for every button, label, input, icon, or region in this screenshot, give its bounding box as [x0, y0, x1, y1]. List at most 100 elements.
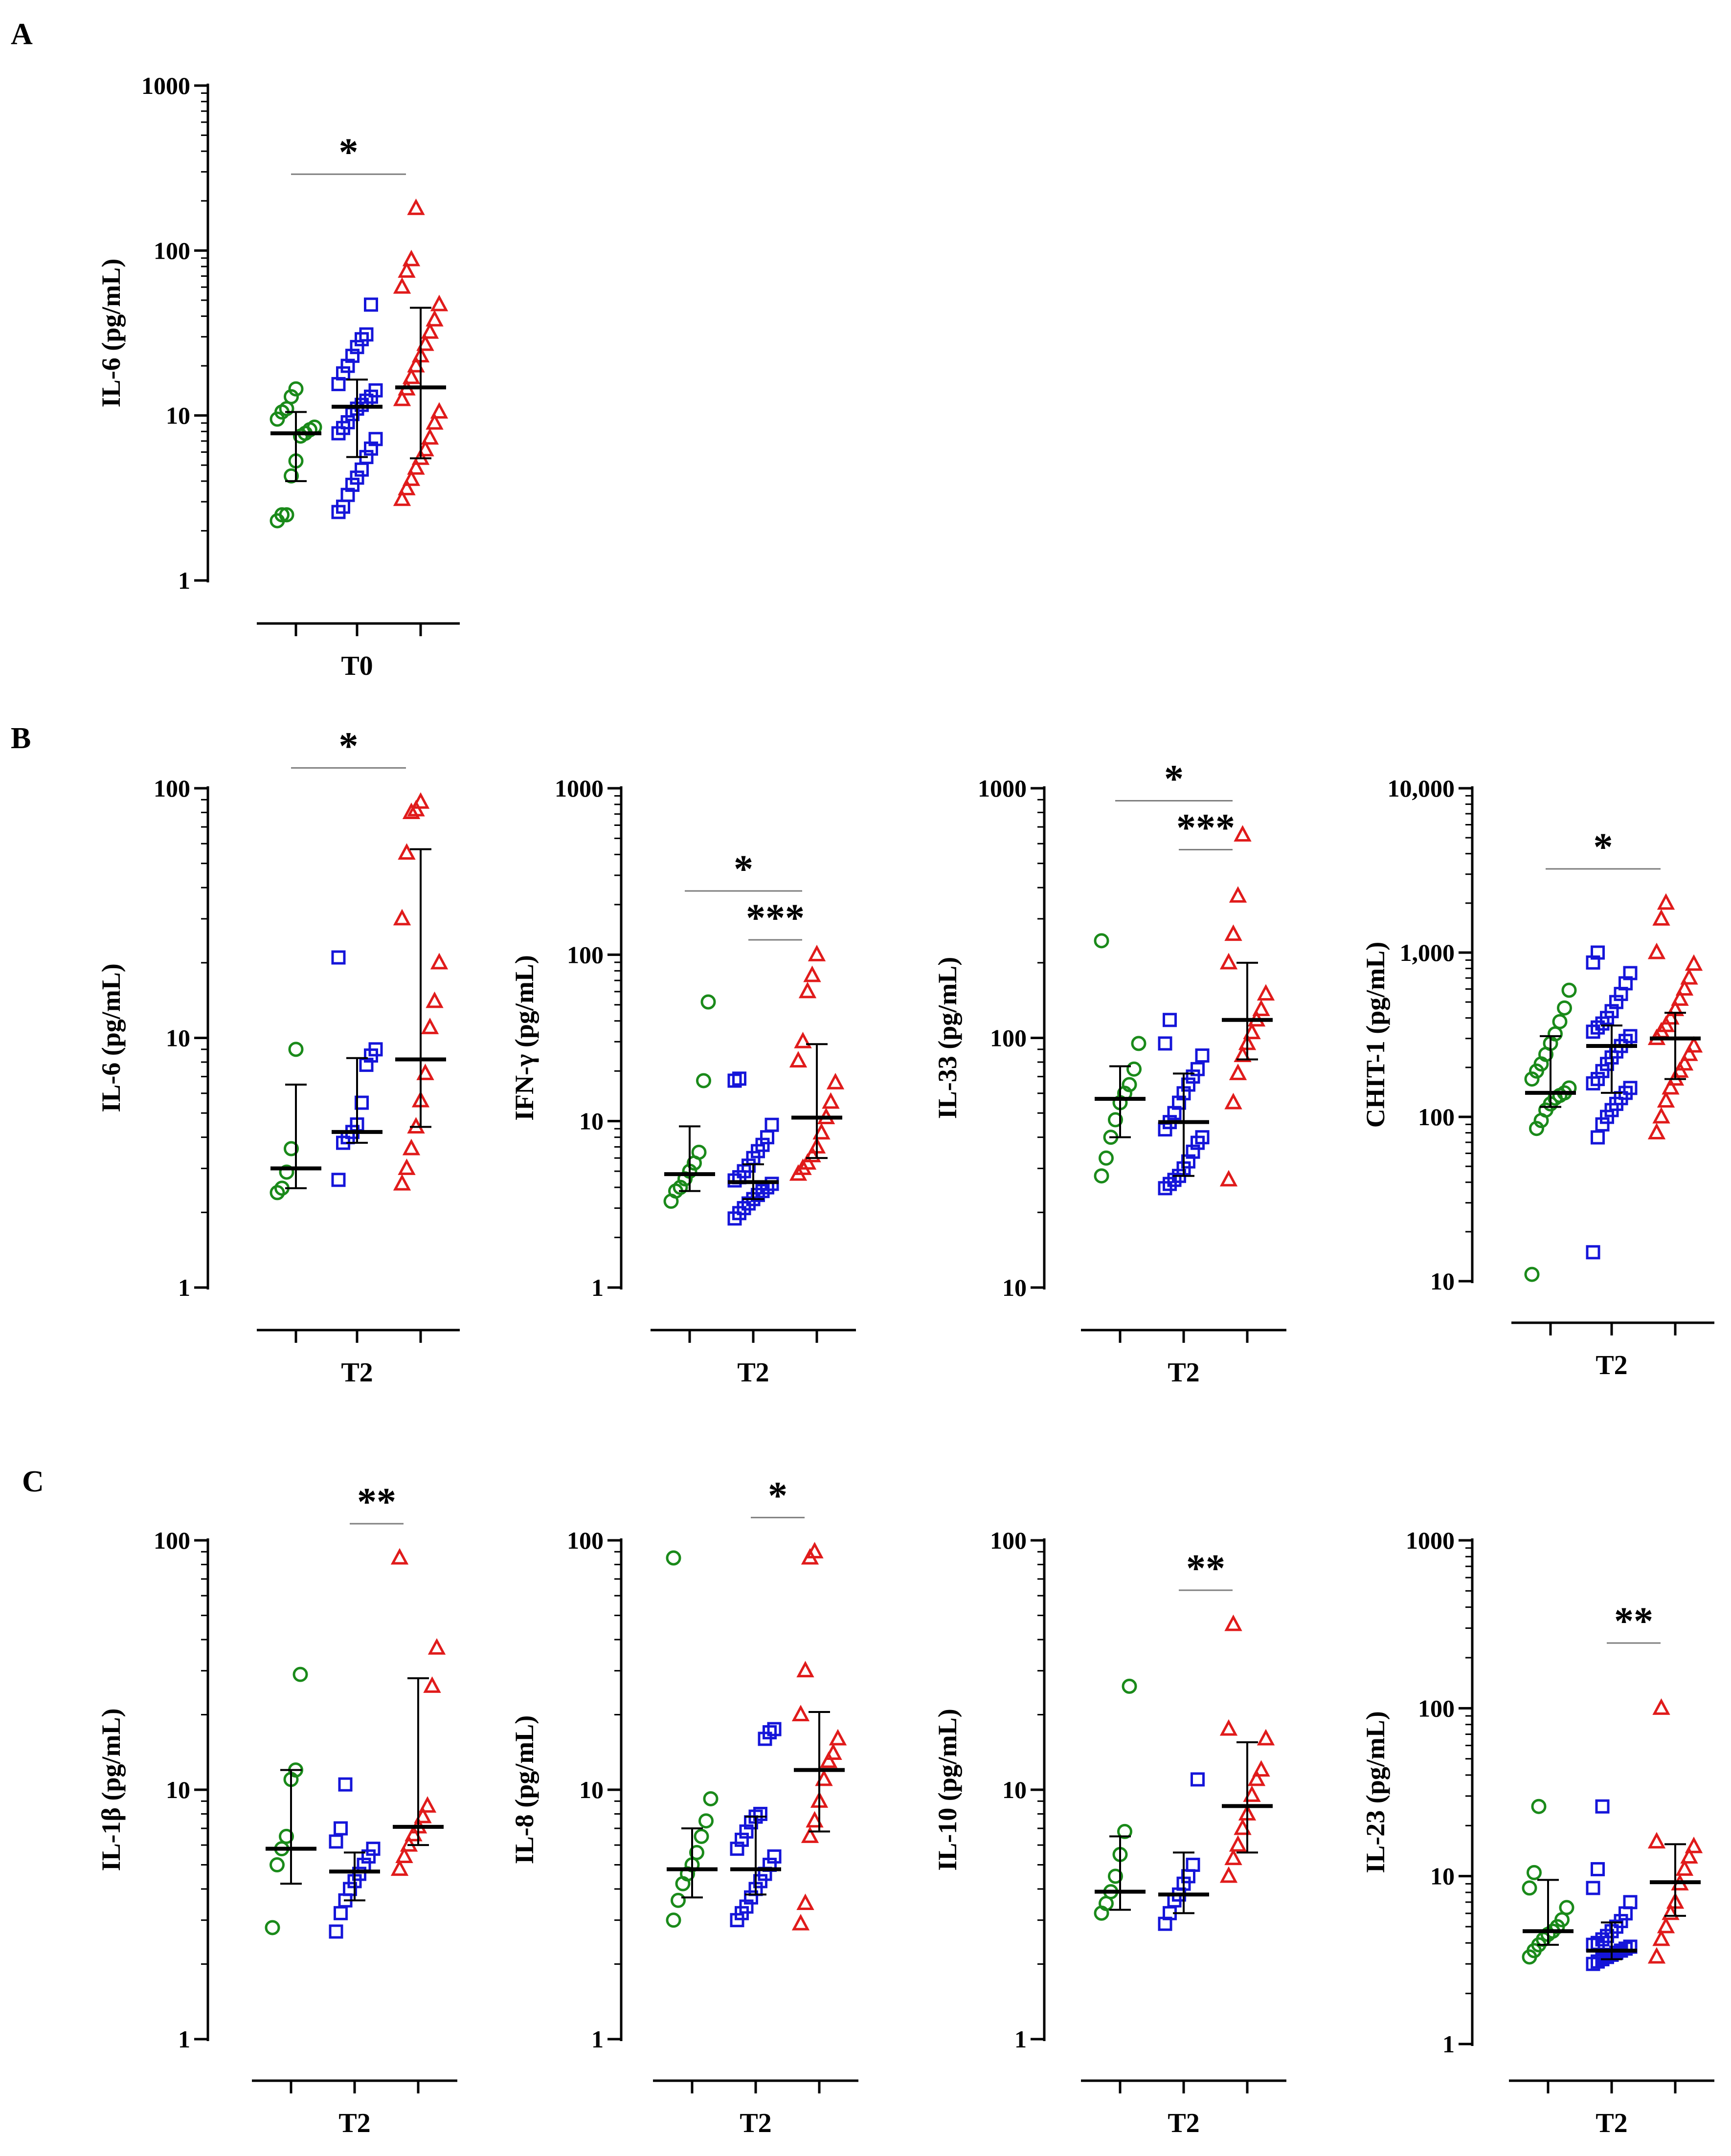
triangle-point	[819, 1751, 838, 1768]
y-tick-label: 1	[591, 1274, 604, 1301]
x-axis-label: T2	[1596, 1350, 1627, 1380]
y-tick-label: 10	[1430, 1267, 1455, 1295]
square-point	[331, 950, 346, 965]
triangle-point	[418, 1796, 437, 1813]
circle-point	[1108, 1868, 1123, 1884]
square-point	[1591, 1862, 1605, 1876]
triangle-point	[1219, 1719, 1238, 1736]
triangle-point	[398, 479, 416, 495]
triangle-point	[402, 802, 421, 819]
series-1	[666, 1550, 719, 1928]
triangle-point	[1252, 1760, 1270, 1777]
significance-label: **	[1614, 1600, 1653, 1643]
circle-point	[666, 1550, 681, 1566]
circle-point	[1524, 1071, 1540, 1087]
y-tick-label: 10	[1430, 1863, 1455, 1890]
triangle-point	[808, 945, 826, 961]
significance-label: *	[1164, 758, 1184, 801]
triangle-point	[798, 981, 817, 999]
triangle-point	[416, 334, 434, 351]
circle-point	[270, 1857, 285, 1873]
series-3	[1647, 1698, 1703, 1964]
square-point	[331, 1173, 346, 1187]
circle-point	[274, 507, 290, 523]
square-point	[1586, 1881, 1600, 1895]
y-tick-label: 100	[154, 1527, 190, 1554]
square-point	[1623, 1895, 1638, 1910]
triangle-point	[806, 1811, 824, 1828]
series-3	[390, 1548, 446, 1876]
triangle-point	[421, 322, 439, 339]
series-1	[270, 381, 322, 529]
triangle-point	[791, 1913, 810, 1931]
circle-point	[288, 381, 304, 397]
y-tick-label: 1000	[1406, 1527, 1455, 1554]
triangle-point	[427, 1638, 446, 1655]
triangle-point	[803, 1146, 821, 1162]
triangle-point	[1680, 1044, 1698, 1061]
triangle-point	[1229, 1835, 1247, 1852]
triangle-point	[1234, 825, 1252, 842]
triangle-point	[1662, 1903, 1680, 1920]
y-tick-label: 1,000	[1400, 939, 1455, 966]
triangle-point	[1234, 1818, 1252, 1835]
chart-7: 1 10 100 IL-8 (pg/mL) T2 *	[510, 1474, 858, 2138]
series-1	[265, 1667, 316, 1935]
panel-label-a: A	[11, 18, 33, 51]
triangle-point	[791, 1705, 810, 1721]
y-tick-label: 1000	[141, 72, 190, 99]
circle-point	[666, 1912, 681, 1928]
triangle-point	[423, 1676, 441, 1693]
y-axis-label: IL-6 (pg/mL)	[96, 259, 126, 408]
series-3	[393, 198, 449, 506]
y-tick-label: 100	[1418, 1103, 1455, 1131]
triangle-point	[1257, 1729, 1275, 1746]
series-1	[1522, 1799, 1574, 1965]
triangle-point	[1652, 909, 1670, 926]
chart-9: 1 10 100 1000 IL-23 (pg/mL) T2 **	[1361, 1527, 1714, 2138]
y-tick-label: 10	[166, 1776, 190, 1803]
chart-2: 1 10 100 IL-6 (pg/mL) T2 *	[96, 725, 460, 1388]
triangle-point	[1657, 1091, 1675, 1108]
circle-point	[1527, 1865, 1542, 1880]
triangle-point	[390, 1548, 409, 1565]
y-tick-label: 100	[567, 1527, 604, 1554]
circle-point	[1522, 1880, 1537, 1896]
triangle-point	[393, 1174, 411, 1191]
triangle-point	[393, 909, 411, 926]
series-2	[727, 1071, 779, 1226]
square-point	[355, 1095, 369, 1110]
square-point	[764, 1117, 779, 1132]
x-axis-label: T2	[740, 2108, 771, 2138]
triangle-point	[796, 1661, 814, 1678]
triangle-point	[1257, 984, 1275, 1001]
triangle-point	[407, 458, 425, 475]
circle-point	[284, 468, 299, 484]
y-tick-label: 100	[567, 941, 604, 968]
series-3	[789, 945, 845, 1181]
square-point	[753, 1806, 767, 1821]
y-tick-label: 100	[154, 775, 190, 802]
square-point	[1623, 1081, 1638, 1095]
series-2	[331, 950, 383, 1187]
triangle-point	[1234, 1045, 1252, 1063]
square-point	[1591, 945, 1605, 960]
square-point	[1591, 1130, 1605, 1145]
circle-point	[284, 1141, 299, 1156]
triangle-point	[1652, 1698, 1670, 1715]
circle-point	[1557, 1000, 1572, 1016]
y-axis-label: IL-23 (pg/mL)	[1361, 1711, 1390, 1873]
y-tick-label: 1000	[978, 775, 1027, 802]
y-axis-label: IFN-γ (pg/mL)	[510, 955, 539, 1121]
significance-label: *	[339, 131, 359, 174]
series-1	[1524, 982, 1577, 1282]
triangle-point	[789, 1051, 808, 1068]
triangle-point	[1229, 886, 1247, 903]
triangle-point	[1657, 1916, 1675, 1934]
triangle-point	[815, 1769, 833, 1786]
y-tick-label: 10	[166, 1024, 190, 1052]
x-axis-label: T2	[341, 1357, 373, 1388]
circle-point	[279, 1164, 294, 1180]
series-3	[393, 792, 449, 1191]
